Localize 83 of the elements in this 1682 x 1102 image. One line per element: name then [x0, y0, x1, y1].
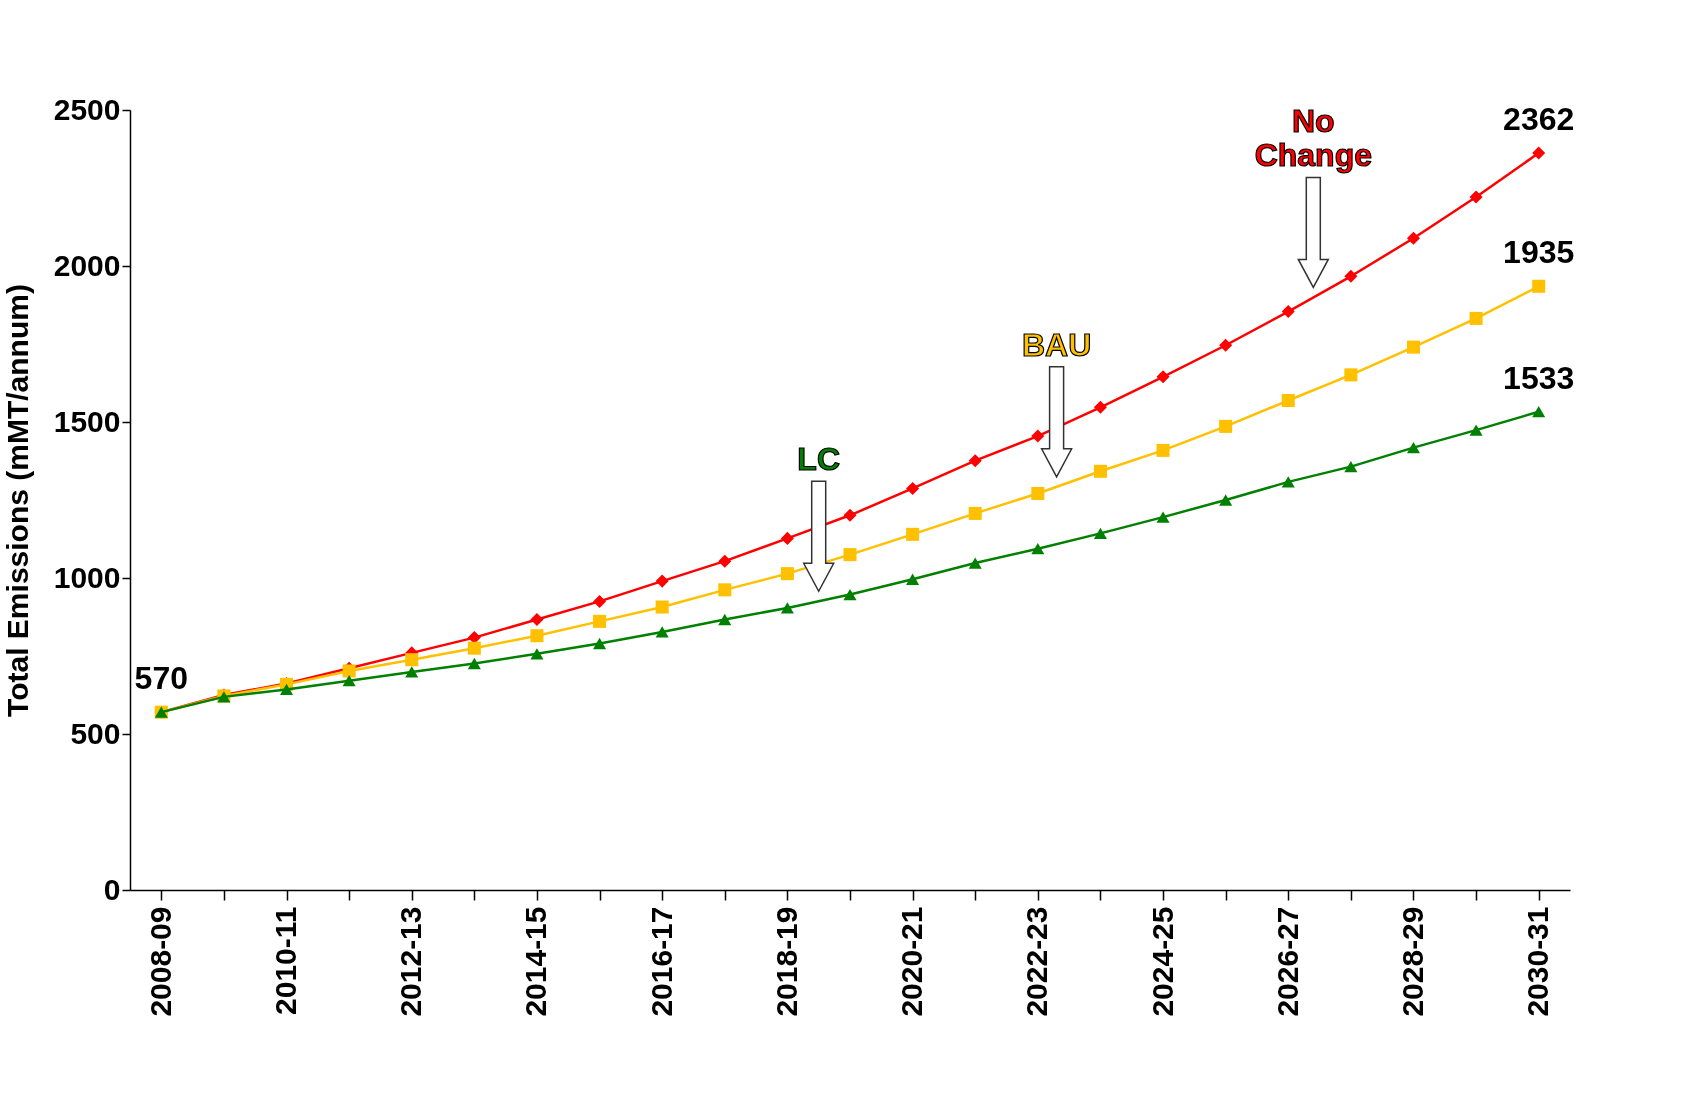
text: BAU [1021, 326, 1092, 363]
x-tick-label: 2014-15 [519, 906, 553, 1017]
point [906, 573, 920, 585]
point [1281, 305, 1295, 319]
point [906, 527, 920, 541]
point [1281, 393, 1295, 407]
point [1469, 190, 1483, 204]
data-label: 570 [134, 660, 188, 697]
point [1219, 419, 1233, 433]
x-tick-label: 2026-27 [1270, 906, 1304, 1017]
point [342, 675, 356, 687]
x-tick-label: 2022-23 [1020, 906, 1054, 1017]
point [1093, 400, 1107, 414]
x-tick-label: 2012-13 [394, 906, 428, 1017]
point [655, 574, 669, 588]
y-tick-label: 0 [103, 872, 121, 906]
point [1156, 511, 1170, 523]
point [1406, 231, 1420, 245]
point [655, 600, 669, 614]
point [843, 588, 857, 601]
x-tick-label: 2010-11 [269, 906, 303, 1015]
point [780, 602, 794, 614]
point [1031, 429, 1045, 443]
point [593, 614, 607, 628]
point [405, 653, 419, 667]
y-tick-label: 500 [70, 716, 121, 750]
point [1344, 368, 1358, 382]
point [1532, 406, 1546, 418]
data-label: 1533 [1503, 359, 1575, 396]
point [1031, 486, 1045, 500]
point [530, 629, 544, 643]
x-tick-label: 2018-19 [769, 906, 803, 1017]
point [1532, 146, 1546, 160]
point [530, 612, 544, 627]
point [1406, 441, 1420, 454]
point [780, 531, 794, 545]
point [1532, 279, 1546, 293]
point [467, 657, 481, 670]
point [1093, 527, 1107, 540]
x-tick-label: 2024-25 [1145, 906, 1179, 1017]
point [968, 454, 982, 468]
y-tick-label: 1500 [53, 404, 121, 438]
y-tick-label: 2500 [53, 92, 121, 126]
point [593, 594, 607, 608]
point [968, 557, 982, 569]
point [906, 481, 920, 495]
point [1406, 340, 1420, 354]
point [405, 666, 419, 678]
x-tick-label: 2020-21 [895, 906, 929, 1017]
point [1219, 338, 1233, 352]
x-tick-label: 2008-09 [143, 906, 177, 1017]
point [718, 583, 732, 597]
point [718, 554, 732, 568]
point [780, 567, 794, 581]
point [1156, 443, 1170, 457]
point [1031, 543, 1045, 555]
point [655, 626, 669, 638]
y-tick-label: 1000 [53, 560, 121, 594]
point [1344, 460, 1358, 473]
point [530, 648, 544, 660]
text: No Change [1254, 103, 1372, 174]
point [1281, 476, 1295, 488]
x-tick-label: 2030-31 [1521, 906, 1555, 1017]
point [968, 506, 982, 520]
text: LC [797, 441, 841, 478]
point [1093, 464, 1107, 478]
point [280, 683, 294, 696]
data-label: 1935 [1503, 234, 1575, 271]
y-tick-label: 2000 [53, 248, 121, 282]
point [1344, 269, 1358, 283]
point [1219, 494, 1233, 506]
y-axis-title: Total Emissions (mMT/annum) [0, 284, 34, 717]
point [1469, 424, 1483, 436]
point [718, 613, 732, 626]
point [467, 641, 481, 655]
x-tick-label: 2016-17 [644, 906, 678, 1017]
point [1469, 311, 1483, 325]
data-label: 2362 [1503, 101, 1575, 138]
point [843, 548, 857, 562]
point [1156, 370, 1170, 384]
point [593, 637, 607, 650]
point [843, 508, 857, 522]
x-tick-label: 2028-29 [1395, 906, 1429, 1017]
